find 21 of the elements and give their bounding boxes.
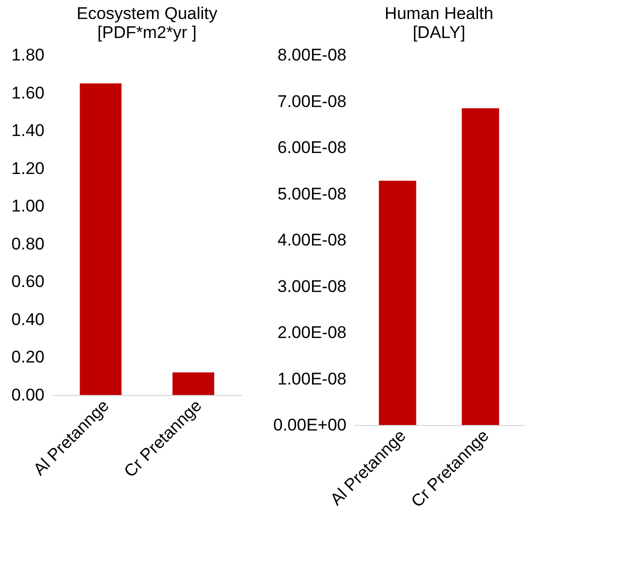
y-tick-label: 0.20 [11, 348, 44, 367]
y-tick-label: 7.00E-08 [278, 92, 346, 111]
y-tick-label: 0.40 [11, 310, 44, 329]
y-tick-label: 1.20 [11, 158, 44, 178]
y-tick-label: 0.80 [11, 234, 44, 254]
y-tick-label: 5.00E-08 [278, 184, 346, 204]
y-tick-label: 1.80 [11, 46, 44, 64]
y-tick-label: 0.00 [11, 386, 44, 404]
y-tick-label: 8.00E-08 [278, 46, 346, 64]
y-tick-label: 3.00E-08 [278, 276, 346, 296]
y-tick-label: 1.00E-08 [278, 369, 346, 388]
chart-title: Human Health [DALY] [384, 4, 494, 42]
y-tick-label: 1.40 [11, 121, 44, 140]
y-tick-label: 4.00E-08 [278, 230, 346, 250]
y-tick-label: 2.00E-08 [278, 323, 346, 342]
y-tick-label: 1.60 [11, 83, 44, 102]
y-tick-label: 1.00 [11, 196, 44, 216]
y-tick-label: 0.60 [11, 272, 44, 292]
chart-title: Ecosystem Quality [PDF*m2*yr ] [76, 4, 218, 42]
y-tick-label: 0.00E+00 [273, 416, 346, 434]
y-tick-label: 6.00E-08 [278, 138, 346, 157]
